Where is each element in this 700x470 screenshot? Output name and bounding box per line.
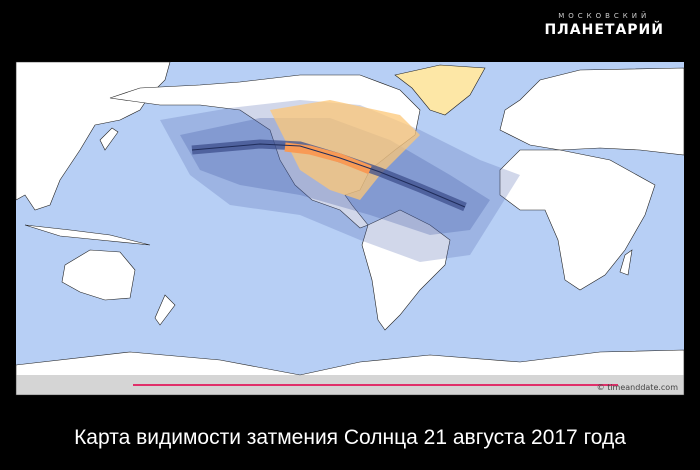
planetarium-logo: МОСКОВСКИЙ ПЛАНЕТАРИЙ: [544, 12, 664, 38]
logo-top-text: МОСКОВСКИЙ: [558, 12, 651, 20]
map-credit: © timeanddate.com: [596, 383, 678, 392]
logo-main-text: ПЛАНЕТАРИЙ: [544, 22, 664, 38]
totality-centerline: [191, 143, 466, 208]
video-progress-bar[interactable]: [133, 384, 618, 386]
new-zealand: [154, 294, 176, 326]
australia-landmass: [61, 249, 136, 301]
europe-landmass: [499, 67, 685, 156]
antarctica: [15, 349, 685, 396]
indonesia-islands: [24, 224, 151, 246]
south-america-landmass: [361, 209, 451, 331]
africa-landmass: [499, 149, 656, 291]
greenland: [394, 64, 486, 116]
caption: Карта видимости затмения Солнца 21 авгус…: [74, 426, 626, 449]
japan-island: [99, 127, 119, 151]
partial-sunlit-band: [270, 100, 420, 200]
madagascar: [619, 249, 633, 276]
